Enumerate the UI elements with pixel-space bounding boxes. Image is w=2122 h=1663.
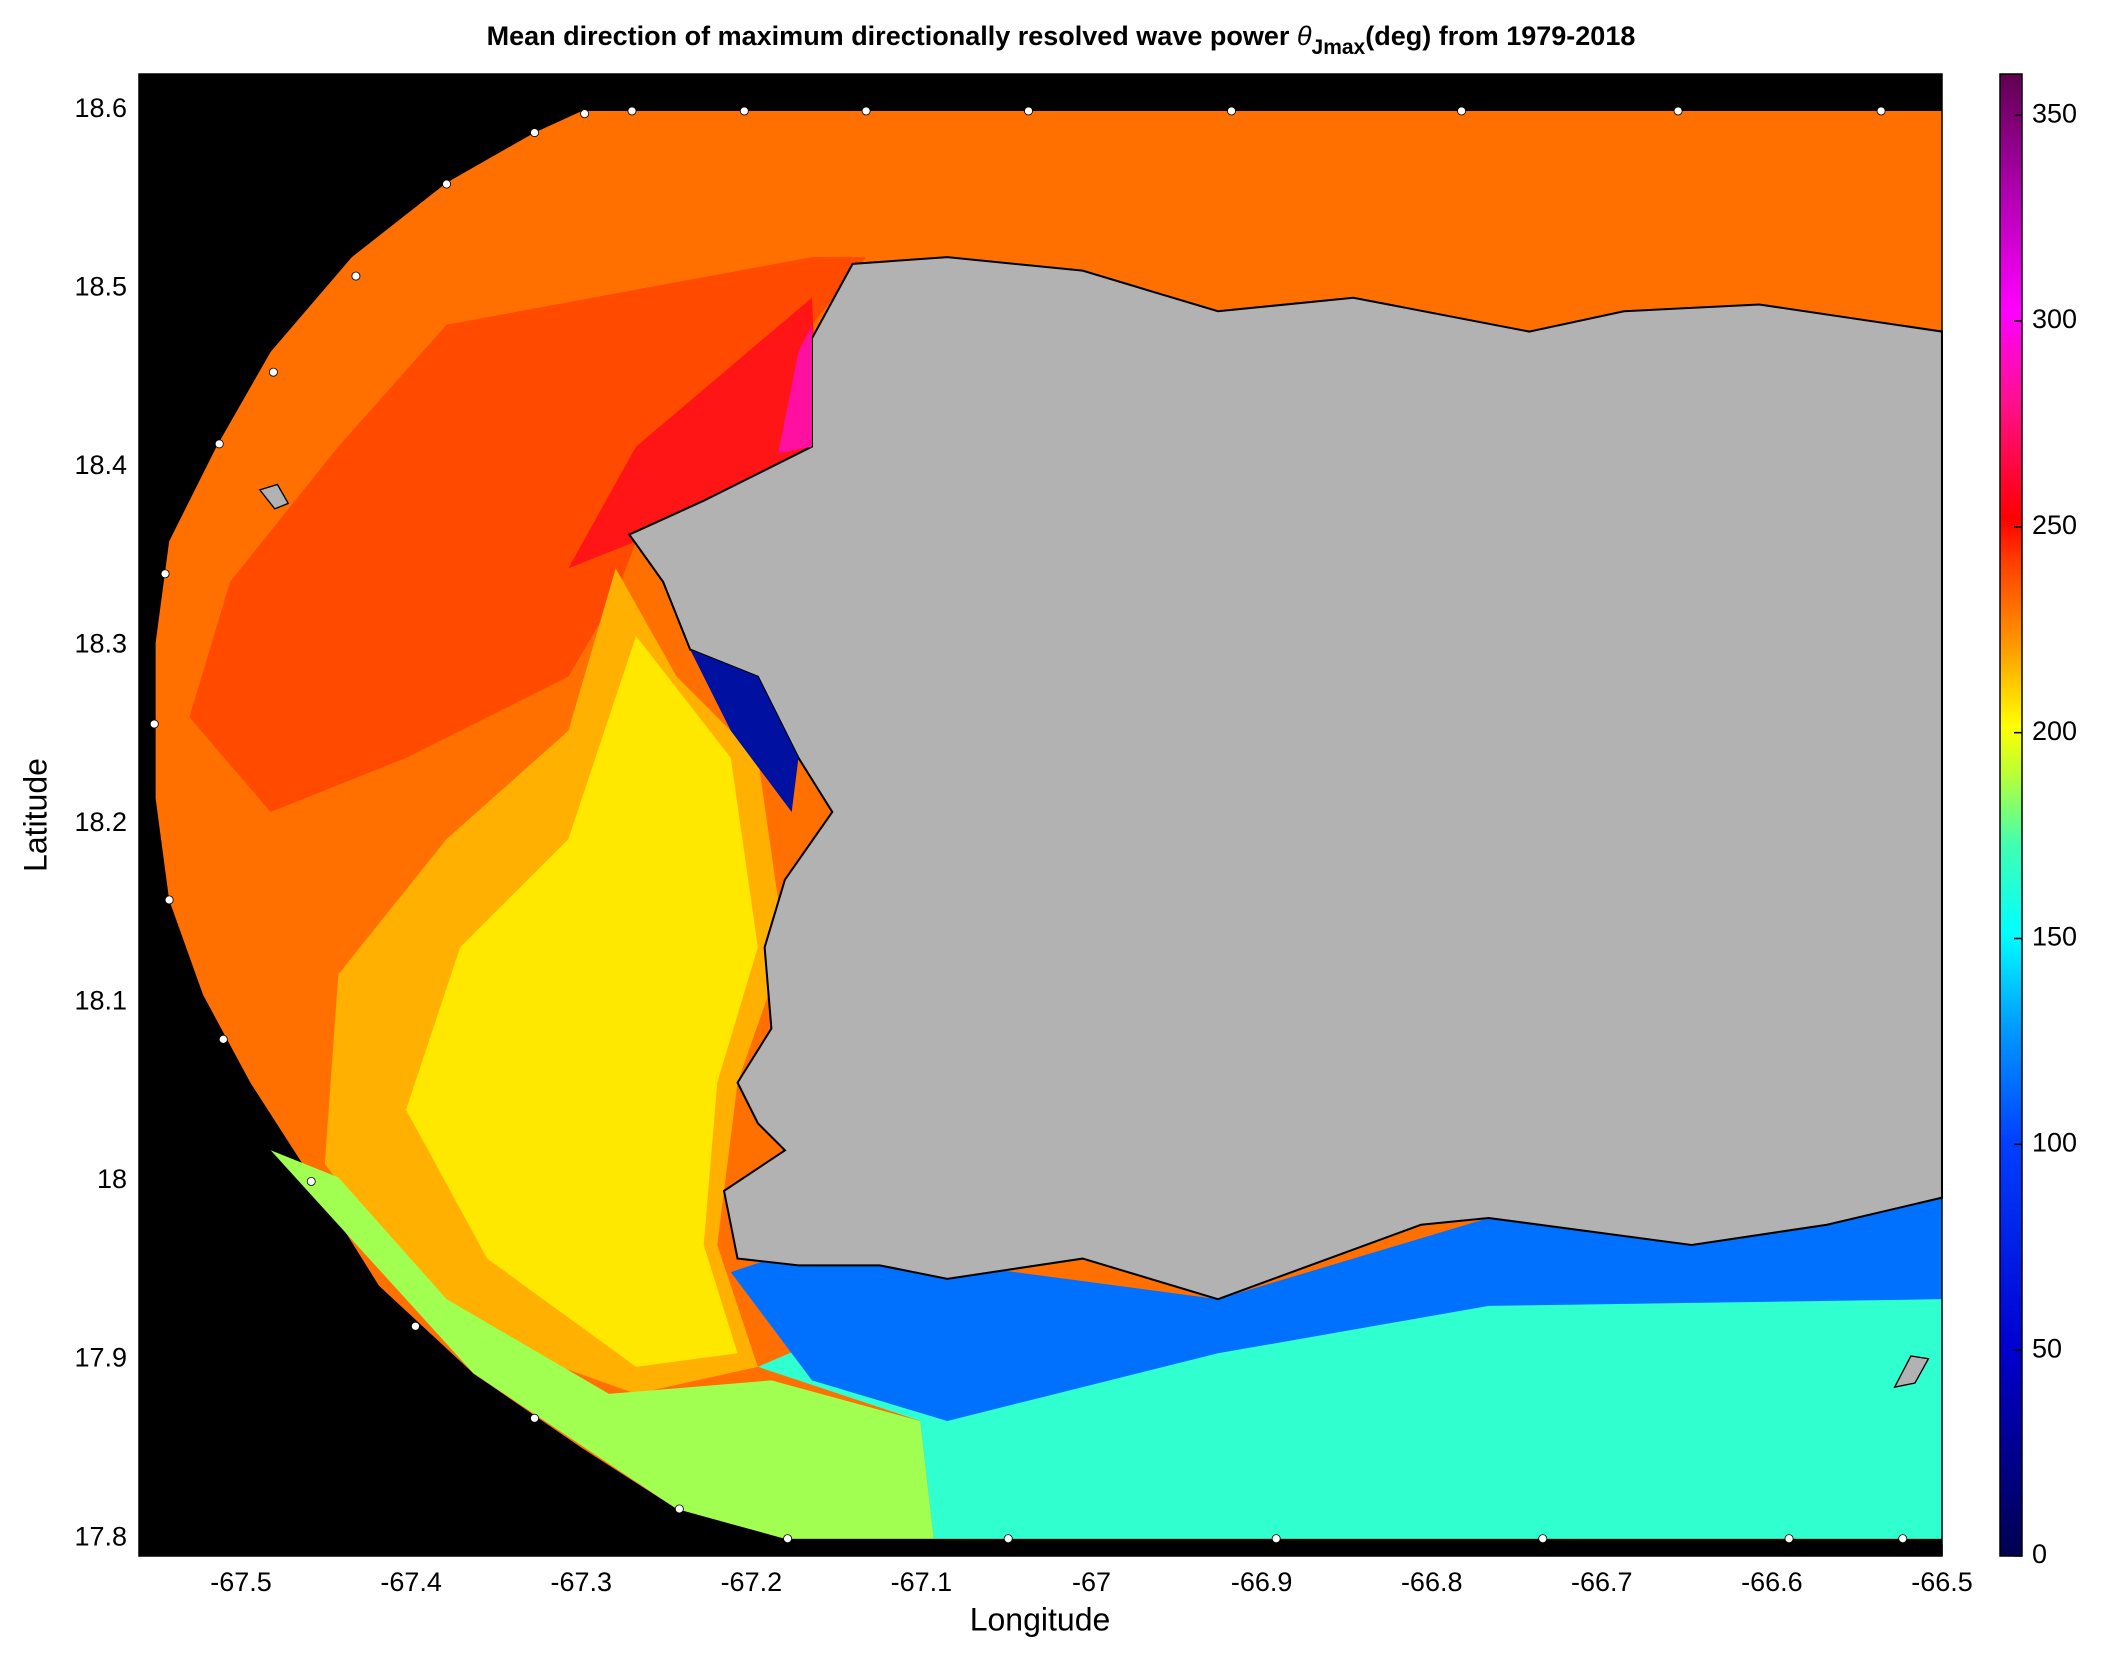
colorbar-tick-label: 350: [2032, 98, 2077, 128]
y-tick-label: 17.8: [74, 1521, 127, 1551]
colorbar: [1999, 73, 2023, 1557]
axes: -67.5 -67.4 -67.3 -67.2 -67.1 -67 -66.9 -66.8 -6…: [74, 93, 2077, 1597]
island: [1893, 1355, 1930, 1389]
y-tick-label: 18: [97, 1164, 127, 1194]
x-tick-label: -67.4: [380, 1567, 442, 1597]
y-tick-label: 18.4: [74, 450, 127, 480]
land: [627, 256, 1944, 1301]
y-tick-label: 18.1: [74, 986, 127, 1016]
island: [258, 483, 290, 510]
y-tick-label: 18.6: [74, 93, 127, 123]
colorbar-tick-label: 150: [2032, 922, 2077, 952]
boundary-nodes: [149, 106, 1908, 1544]
sea-blue: [730, 1197, 1942, 1421]
coast-blue: [690, 649, 799, 812]
y-tick-label: 18.2: [74, 807, 127, 837]
sea-green: [270, 1150, 934, 1539]
plot-frame: [138, 73, 1943, 1557]
x-tick-label: -67.2: [721, 1567, 783, 1597]
map: [139, 74, 1944, 1557]
x-tick-label: -66.7: [1571, 1567, 1633, 1597]
x-tick-label: -67.1: [891, 1567, 953, 1597]
x-tick-label: -66.6: [1741, 1567, 1803, 1597]
coast-magenta: [778, 324, 812, 454]
colorbar-tick-label: 50: [2032, 1333, 2062, 1363]
y-axis-label: Latitude: [17, 758, 53, 872]
colorbar-tick-label: 300: [2032, 304, 2077, 334]
x-tick-label: -67.5: [210, 1567, 272, 1597]
x-axis-label: Longitude: [970, 1601, 1111, 1637]
sea-bright-red: [568, 297, 819, 569]
sea-yellow: [405, 636, 758, 1367]
y-tick-label: 18.5: [74, 271, 127, 301]
x-tick-label: -67: [1072, 1567, 1111, 1597]
y-tick-label: 18.3: [74, 628, 127, 658]
colorbar-tick-label: 0: [2032, 1539, 2047, 1569]
x-tick-label: -66.5: [1911, 1567, 1973, 1597]
x-tick-label: -67.3: [550, 1567, 612, 1597]
colorbar-tick-label: 200: [2032, 716, 2077, 746]
colorbar-tick-label: 250: [2032, 510, 2077, 540]
x-tick-label: -66.8: [1401, 1567, 1463, 1597]
colorbar-tick-label: 100: [2032, 1127, 2077, 1157]
chart-title: Mean direction of maximum directionally …: [487, 21, 1636, 58]
x-tick-label: -66.9: [1231, 1567, 1293, 1597]
y-tick-label: 17.9: [74, 1343, 127, 1373]
